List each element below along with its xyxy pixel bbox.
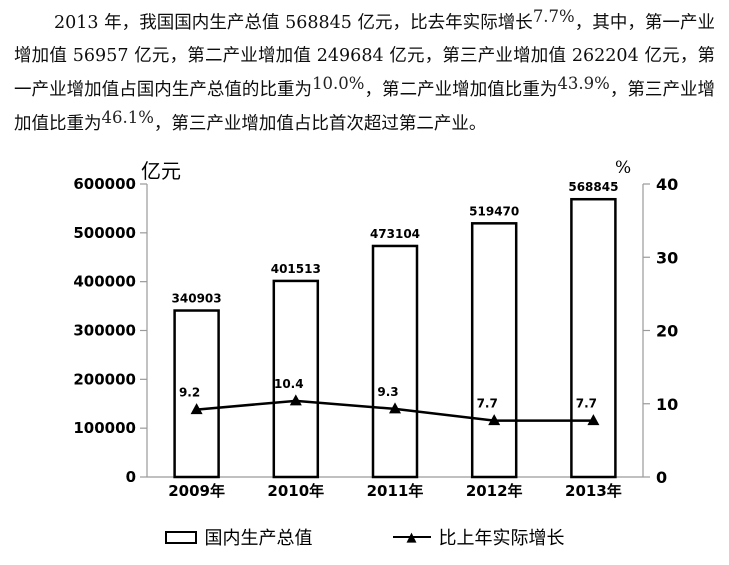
- line-value-label: 9.2: [179, 386, 200, 400]
- bar-value-label: 401513: [271, 262, 321, 276]
- bar-legend-swatch-icon: [164, 530, 197, 544]
- paragraph-text: ，第三产业增加值占比首次超过第二产业。: [153, 114, 487, 134]
- percent-superscript: 10.0%: [312, 74, 365, 93]
- paragraph-text: ，第三产业增加值比重为: [14, 80, 716, 134]
- chart-legend: 国内生产总值 ▲ 比上年实际增长: [0, 524, 729, 550]
- percent-superscript: 46.1%: [101, 108, 154, 127]
- gdp-chart: 0 100000 200000 300000 400000 500000 600000 0 10…: [0, 145, 729, 565]
- paragraph-text: 2013 年，我国国内生产总值 568845 亿元，比去年实际增长: [54, 13, 533, 33]
- line-marker-triangle: [190, 403, 203, 415]
- line-marker-triangle: [389, 402, 401, 414]
- paragraph-text: ，其中，第一产业增加值 56957 亿元，第二产业增加值 249684 亿元，第…: [14, 13, 716, 100]
- line-value-label: 10.4: [274, 377, 304, 391]
- gdp-bar: [173, 309, 220, 479]
- line-value-label: 9.3: [377, 385, 398, 399]
- gdp-bar: [570, 197, 617, 479]
- x-axis-label: 2012年: [466, 482, 523, 500]
- legend-label-gdp: 国内生产总值: [204, 528, 313, 549]
- x-axis-label: 2009年: [168, 482, 225, 500]
- intro-paragraph: 2013 年，我国国内生产总值 568845 亿元，比去年实际增长7.7%，其中…: [14, 6, 715, 141]
- line-marker-triangle: [289, 394, 302, 406]
- x-axis-label: 2010年: [267, 482, 324, 500]
- left-axis-tick-label: 600000: [73, 175, 136, 193]
- left-axis-tick-label: 400000: [73, 273, 136, 291]
- bar-value-label: 340903: [172, 292, 222, 306]
- left-axis-tick-label: 500000: [73, 224, 136, 242]
- legend-item-gdp: 国内生产总值: [164, 524, 313, 550]
- gdp-chart-svg: 0 100000 200000 300000 400000 500000 600000 0 10…: [73, 158, 678, 500]
- left-axis-unit-label: 亿元: [141, 159, 181, 183]
- line-marker-triangle: [488, 414, 501, 426]
- right-axis-tick-label: 20: [656, 322, 678, 341]
- left-axis-tick-label: 300000: [73, 322, 136, 340]
- line-legend-swatch-icon: ▲: [392, 529, 431, 545]
- right-axis-tick-label: 40: [656, 175, 678, 194]
- gdp-bar: [470, 222, 518, 479]
- right-axis-unit-label: %: [615, 158, 631, 178]
- left-axis-tick-label: 200000: [73, 370, 136, 388]
- line-value-label: 7.7: [576, 397, 597, 411]
- right-axis-tick-label: 0: [656, 468, 667, 487]
- line-value-label: 7.7: [477, 397, 498, 411]
- bar-value-label: 568845: [568, 180, 618, 194]
- legend-label-growth: 比上年实际增长: [438, 528, 565, 549]
- gdp-bar: [272, 279, 320, 479]
- gdp-bar: [371, 244, 419, 479]
- percent-superscript: 7.7%: [532, 7, 575, 26]
- left-axis-tick-label: 100000: [73, 419, 136, 437]
- triangle-marker-icon: ▲: [406, 529, 417, 545]
- line-marker-triangle: [587, 414, 600, 426]
- bar-value-label: 473104: [370, 227, 420, 241]
- paragraph-text: ，第二产业增加值比重为: [364, 80, 558, 100]
- x-axis-label: 2013年: [565, 482, 622, 500]
- x-axis-label: 2011年: [367, 482, 424, 500]
- right-axis-tick-label: 10: [656, 395, 678, 414]
- legend-item-growth: ▲ 比上年实际增长: [392, 524, 565, 550]
- percent-superscript: 43.9%: [557, 74, 610, 93]
- bar-value-label: 519470: [469, 204, 519, 218]
- left-axis-tick-label: 0: [126, 468, 136, 486]
- right-axis-tick-label: 30: [656, 248, 678, 267]
